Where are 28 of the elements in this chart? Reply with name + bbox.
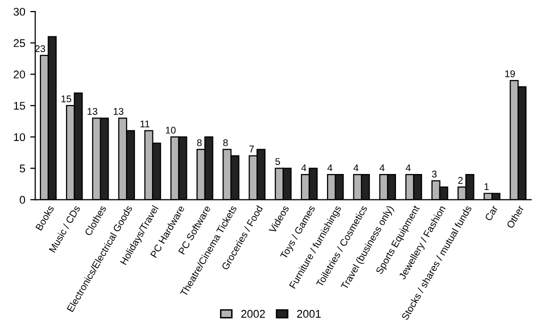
y-tick-label: 5 [20,164,26,172]
data-label: 1 [484,183,489,190]
data-label: 11 [140,120,150,128]
legend-label: 2001 [297,310,321,318]
data-label: 8 [223,139,228,146]
data-label: 19 [505,70,515,78]
x-tick-label: Car [484,204,498,222]
data-label: 2 [458,176,463,184]
y-tick-label: 20 [14,70,26,78]
y-tick-label: 25 [14,39,26,48]
data-label: 4 [354,164,358,172]
data-label: 5 [275,158,280,165]
data-label: 8 [197,139,202,146]
legend-label: 2002 [241,310,265,318]
data-label: 4 [327,164,332,172]
y-tick-label: 0 [20,196,26,204]
y-tick-label: 30 [14,8,26,16]
data-label: 4 [301,164,306,172]
data-label: 13 [88,108,98,115]
y-tick-label: 10 [14,133,26,142]
data-label: 10 [166,126,176,134]
data-label: 4 [380,164,385,172]
data-label: 4 [406,164,411,172]
y-tick-label: 15 [14,102,26,110]
data-label: 3 [432,170,437,178]
data-label: 13 [114,108,124,115]
data-label: 15 [62,96,72,102]
data-label: 7 [249,146,254,152]
